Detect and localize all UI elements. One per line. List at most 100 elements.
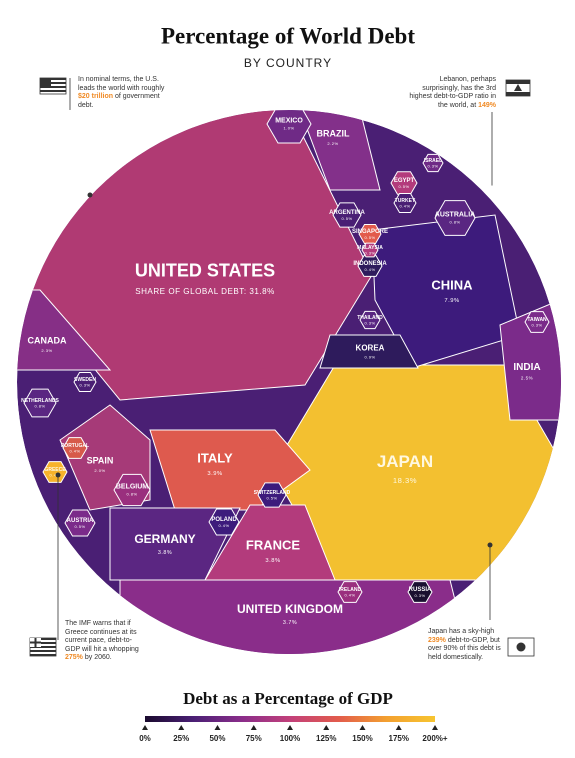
country-label: GREECE	[44, 467, 66, 473]
country-cell	[337, 581, 363, 603]
colorbar-tick	[250, 725, 257, 730]
country-cell	[208, 508, 240, 536]
country-label: CHINA	[431, 278, 473, 293]
country-label: TURKEY	[395, 198, 416, 204]
country-label: AUSTRALIA	[435, 212, 475, 219]
country-label: CANADA	[28, 335, 67, 345]
colorbar-tick-label: 100%	[280, 734, 300, 743]
value-label: 0.5%	[398, 184, 409, 189]
colorbar-tick	[359, 725, 366, 730]
country-label: TAIWAN	[527, 317, 547, 323]
colorbar-tick	[323, 725, 330, 730]
colorbar-tick-label: 125%	[316, 734, 336, 743]
value-label: 7.9%	[444, 298, 459, 304]
value-label: SHARE OF GLOBAL DEBT: 31.8%	[135, 287, 275, 296]
annotation-text: $20 trillion	[78, 93, 114, 100]
value-label: 3.8%	[158, 550, 172, 556]
annotation-text: In nominal terms, the U.S. leads the wor…	[78, 76, 165, 92]
country-label: UNITED STATES	[135, 261, 275, 281]
annotation-text: 239%	[428, 636, 446, 644]
country-cell	[73, 371, 97, 393]
value-label: 2.0%	[94, 468, 105, 473]
colorbar-tick-label: 75%	[246, 734, 262, 743]
value-label: 0.3%	[531, 322, 542, 327]
country-label: INDONESIA	[353, 261, 387, 267]
value-label: 0.4%	[69, 448, 80, 453]
country-label: SPAIN	[87, 455, 114, 465]
colorbar-tick-label: 200%+	[422, 734, 447, 743]
value-label: 3.7%	[283, 620, 297, 626]
country-label: BRAZIL	[317, 128, 350, 138]
treemap	[17, 110, 561, 654]
annotation-text: The IMF warns that if Greece continues a…	[65, 620, 139, 653]
colorbar-tick	[142, 725, 148, 730]
country-label: IRELAND	[339, 587, 362, 593]
annotation: In nominal terms, the U.S. leads the wor…	[78, 76, 170, 110]
annotation-text: Japan has a sky-high	[428, 628, 495, 635]
colorbar-tick	[432, 725, 438, 730]
value-label: 0.5%	[364, 235, 375, 240]
value-label: 3.8%	[265, 558, 280, 564]
country-cell	[62, 437, 88, 459]
value-label: 0.9%	[364, 354, 375, 359]
country-cell	[358, 223, 382, 245]
country-cell	[357, 255, 383, 277]
colorbar-tick-label: 150%	[352, 734, 372, 743]
country-label: ISRAEL	[424, 158, 442, 164]
country-cell	[257, 482, 287, 508]
value-label: 0.3%	[427, 163, 438, 168]
annotation: Japan has a sky-high 239% debt-to-GDP, b…	[428, 628, 508, 662]
annotation: The IMF warns that if Greece continues a…	[65, 620, 145, 663]
country-cell	[524, 311, 550, 333]
country-label: BELGIUM	[116, 484, 148, 491]
value-label: 0.3%	[79, 382, 90, 387]
country-cell	[42, 461, 68, 483]
value-label: 0.4%	[399, 203, 410, 208]
colorbar-tick	[287, 725, 293, 730]
country-cell	[23, 388, 57, 418]
country-label: RUSSIA	[409, 587, 432, 593]
value-label: 0.8%	[449, 220, 460, 225]
annotation-text: Lebanon, perhaps surprisingly, has the 3…	[409, 76, 496, 109]
country-cell	[359, 310, 381, 330]
colorbar-tick	[214, 725, 221, 730]
country-label: SWEDEN	[74, 377, 96, 383]
value-label: 1.0%	[283, 126, 294, 131]
country-label: THAILAND	[357, 315, 383, 321]
colorbar-tick-label: 175%	[389, 734, 409, 743]
country-cell	[64, 509, 96, 537]
country-cell	[434, 200, 476, 236]
country-label: GERMANY	[134, 532, 195, 546]
country-cell	[332, 202, 362, 228]
colorbar-tick-label: 50%	[209, 734, 225, 743]
annotation-decor	[29, 77, 535, 657]
annotation: Lebanon, perhaps surprisingly, has the 3…	[404, 76, 496, 110]
country-cell	[113, 473, 151, 507]
country-label: KOREA	[356, 344, 385, 353]
chart-subtitle: BY COUNTRY	[244, 56, 332, 70]
annotation-text: 149%	[478, 101, 496, 109]
chart-title: Percentage of World Debt	[161, 23, 415, 48]
value-label: 0.5%	[341, 216, 352, 221]
country-label: NETHERLANDS	[21, 398, 59, 404]
country-label: AUSTRIA	[67, 518, 94, 524]
colorbar-tick	[395, 725, 402, 730]
country-label: SINGAPORE	[352, 229, 388, 235]
country-label: FRANCE	[246, 538, 300, 553]
country-label: INDIA	[513, 362, 540, 373]
value-label: 2.5%	[521, 376, 533, 381]
colorbar-tick-label: 25%	[173, 734, 189, 743]
value-label: 0.4%	[218, 523, 229, 528]
colorbar-title: Debt as a Percentage of GDP	[183, 689, 393, 708]
value-label: 0.3%	[364, 320, 375, 325]
colorbar-tick	[178, 725, 185, 730]
country-label: ITALY	[197, 451, 233, 466]
value-label: 0.3%	[364, 250, 375, 255]
colorbar	[145, 716, 435, 722]
value-label: 18.3%	[393, 476, 417, 485]
country-cell	[319, 334, 419, 369]
value-label: 0.4%	[344, 592, 355, 597]
value-label: 2.2%	[327, 141, 338, 146]
labels: UNITED STATES SHARE OF GLOBAL DEBT: 31.8%…	[21, 118, 547, 627]
